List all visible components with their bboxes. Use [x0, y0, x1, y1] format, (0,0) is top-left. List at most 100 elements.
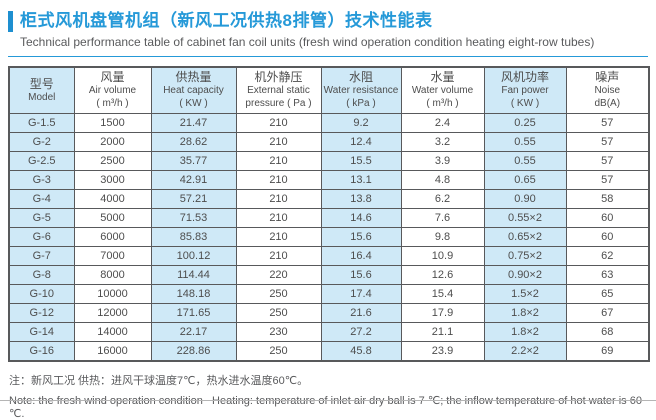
column-header: 风机功率 Fan power( KW )	[483, 66, 567, 114]
value-cell: 0.65×2	[483, 226, 567, 247]
value-cell: 21.1	[400, 321, 485, 342]
column-header-text: pressure ( Pa )	[245, 98, 312, 110]
column-header: 供热量 Heat capacity( KW )	[150, 66, 237, 114]
column-header: 型号 Model	[8, 66, 75, 114]
value-cell: 65	[565, 283, 650, 304]
value-cell: 12.4	[320, 131, 402, 152]
value-cell: 67	[565, 302, 650, 323]
value-cell: 2500	[73, 150, 152, 171]
value-cell: 15.5	[320, 150, 402, 171]
value-cell: 21.6	[320, 302, 402, 323]
value-cell: 58	[565, 188, 650, 209]
value-cell: 2.4	[400, 112, 485, 133]
value-cell: 8000	[73, 264, 152, 285]
value-cell: 0.90	[483, 188, 567, 209]
value-cell: 9.8	[400, 226, 485, 247]
value-cell: 14000	[73, 321, 152, 342]
value-cell: 85.83	[150, 226, 237, 247]
model-cell: G-8	[8, 264, 75, 285]
value-cell: 27.2	[320, 321, 402, 342]
value-cell: 210	[235, 226, 322, 247]
table-row: G-16 16000 228.86 250 45.8 23.9 2.2×2 69	[8, 340, 650, 361]
value-cell: 22.17	[150, 321, 237, 342]
value-cell: 14.6	[320, 207, 402, 228]
value-cell: 17.9	[400, 302, 485, 323]
note-english: Note: the fresh wind operation condition…	[9, 394, 646, 420]
value-cell: 210	[235, 169, 322, 190]
value-cell: 57	[565, 131, 650, 152]
value-cell: 28.62	[150, 131, 237, 152]
value-cell: 60	[565, 226, 650, 247]
column-header-text: Water volume	[411, 85, 474, 97]
value-cell: 60	[565, 207, 650, 228]
page-bottom-rule	[0, 400, 656, 401]
model-cell: G-5	[8, 207, 75, 228]
model-cell: G-16	[8, 340, 75, 361]
value-cell: 62	[565, 245, 650, 266]
model-cell: G-14	[8, 321, 75, 342]
value-cell: 171.65	[150, 302, 237, 323]
value-cell: 6.2	[400, 188, 485, 209]
value-cell: 3.9	[400, 150, 485, 171]
value-cell: 7.6	[400, 207, 485, 228]
column-header-text: 风机功率	[500, 70, 549, 85]
column-header-text: Fan power	[501, 85, 549, 97]
value-cell: 15.6	[320, 264, 402, 285]
table-header-row: 型号 Model 风量 Air volume( m³/h ) 供热量 Heat capac…	[8, 66, 650, 114]
table-row: G-4 4000 57.21 210 13.8 6.2 0.90 58	[8, 188, 650, 209]
column-header-text: ( m³/h )	[96, 98, 129, 110]
value-cell: 230	[235, 321, 322, 342]
value-cell: 210	[235, 112, 322, 133]
value-cell: 12.6	[400, 264, 485, 285]
value-cell: 100.12	[150, 245, 237, 266]
column-header-text: 机外静压	[254, 70, 303, 85]
table-row: G-1.5 1500 21.47 210 9.2 2.4 0.25 57	[8, 112, 650, 133]
value-cell: 210	[235, 245, 322, 266]
column-header: 水量 Water volume( m³/h )	[400, 66, 485, 114]
title-accent-bar	[8, 10, 13, 32]
table-row: G-2 2000 28.62 210 12.4 3.2 0.55 57	[8, 131, 650, 152]
value-cell: 1500	[73, 112, 152, 133]
value-cell: 16000	[73, 340, 152, 361]
column-header: 机外静压 External static pressure ( Pa )	[235, 66, 322, 114]
value-cell: 63	[565, 264, 650, 285]
column-header-text: Heat capacity	[163, 85, 224, 97]
value-cell: 0.25	[483, 112, 567, 133]
value-cell: 17.4	[320, 283, 402, 304]
column-header-text: dB(A)	[594, 98, 621, 110]
value-cell: 220	[235, 264, 322, 285]
value-cell: 210	[235, 207, 322, 228]
value-cell: 250	[235, 340, 322, 361]
table-row: G-5 5000 71.53 210 14.6 7.6 0.55×2 60	[8, 207, 650, 228]
value-cell: 2.2×2	[483, 340, 567, 361]
column-header: 噪声 Noise dB(A)	[565, 66, 650, 114]
value-cell: 15.4	[400, 283, 485, 304]
model-cell: G-6	[8, 226, 75, 247]
value-cell: 57	[565, 169, 650, 190]
column-header-text: Model	[28, 91, 56, 103]
value-cell: 69	[565, 340, 650, 361]
column-header-text: ( KW )	[179, 98, 208, 110]
model-cell: G-7	[8, 245, 75, 266]
model-cell: G-10	[8, 283, 75, 304]
value-cell: 35.77	[150, 150, 237, 171]
column-header-text: External static	[247, 85, 310, 97]
performance-table: 型号 Model 风量 Air volume( m³/h ) 供热量 Heat capac…	[8, 66, 650, 362]
column-header-text: ( kPa )	[346, 98, 376, 110]
value-cell: 0.65	[483, 169, 567, 190]
value-cell: 13.8	[320, 188, 402, 209]
table-row: G-2.5 2500 35.77 210 15.5 3.9 0.55 57	[8, 150, 650, 171]
value-cell: 4.8	[400, 169, 485, 190]
value-cell: 57	[565, 150, 650, 171]
model-cell: G-1.5	[8, 112, 75, 133]
table-row: G-8 8000 114.44 220 15.6 12.6 0.90×2 63	[8, 264, 650, 285]
value-cell: 228.86	[150, 340, 237, 361]
model-cell: G-3	[8, 169, 75, 190]
table-head: 型号 Model 风量 Air volume( m³/h ) 供热量 Heat capac…	[8, 66, 650, 114]
column-header-text: ( KW )	[510, 98, 540, 110]
column-header-text: 水量	[430, 70, 455, 85]
page-subtitle: Technical performance table of cabinet f…	[20, 35, 595, 49]
value-cell: 21.47	[150, 112, 237, 133]
value-cell: 1.5×2	[483, 283, 567, 304]
